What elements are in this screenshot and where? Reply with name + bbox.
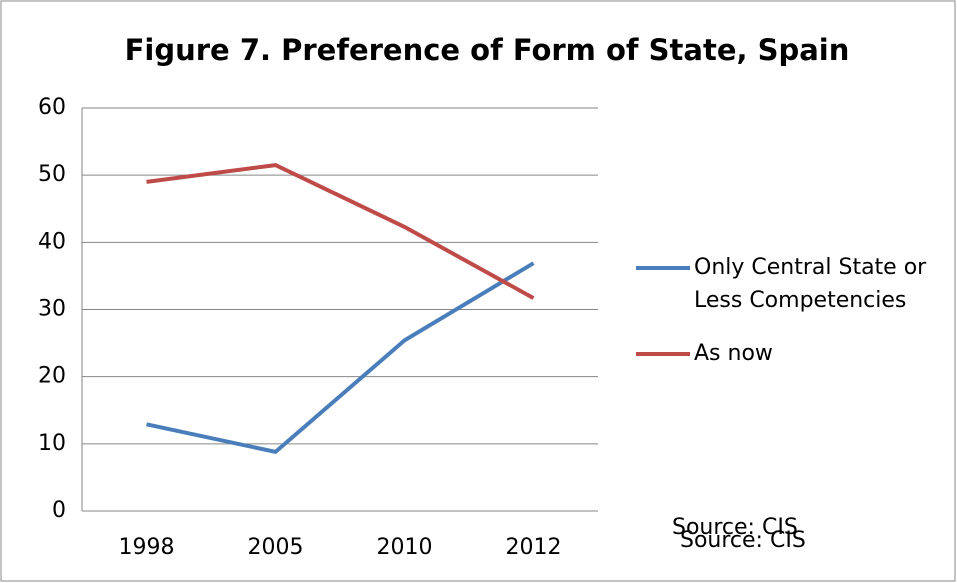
- x-tick-label: 1998: [119, 535, 175, 560]
- chart-title: Figure 7. Preference of Form of State, S…: [125, 33, 850, 67]
- legend-label: As now: [694, 341, 773, 366]
- series-line: [146, 261, 535, 454]
- annotation: Source: CIS: [680, 528, 806, 553]
- y-tick-label: 50: [38, 162, 66, 187]
- x-tick-label: 2005: [248, 535, 304, 560]
- series-line: [146, 163, 535, 300]
- y-tick-label: 10: [38, 431, 66, 456]
- annotation: Source: CIS: [672, 515, 798, 540]
- y-tick-label: 0: [52, 498, 66, 523]
- y-tick-label: 20: [38, 364, 66, 389]
- x-tick-label: 2010: [377, 535, 433, 560]
- legend-label: Only Central State or Less Competencies: [694, 255, 927, 313]
- y-tick-label: 60: [38, 95, 66, 120]
- x-tick-label: 2012: [506, 535, 562, 560]
- y-tick-label: 30: [38, 297, 66, 322]
- y-tick-label: 40: [38, 229, 66, 254]
